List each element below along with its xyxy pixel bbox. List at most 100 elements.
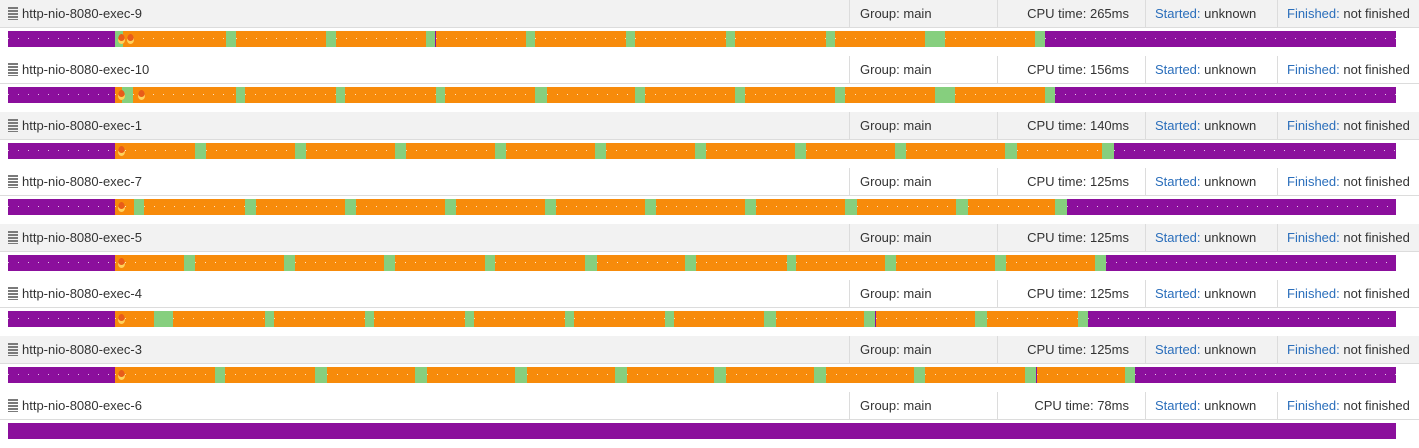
timeline-segment-waiting[interactable]	[1004, 143, 1018, 159]
timeline-segment-running[interactable]	[574, 311, 665, 327]
timeline-segment-sleeping[interactable]	[8, 367, 115, 383]
timeline-segment-sleeping[interactable]	[1067, 199, 1396, 215]
thread-name-cell[interactable]: http-nio-8080-exec-5	[8, 224, 848, 251]
timeline-segment-waiting[interactable]	[956, 199, 969, 215]
timeline-segment-sleeping[interactable]	[8, 255, 115, 271]
timeline-segment-waiting[interactable]	[685, 255, 697, 271]
timeline-segment-waiting[interactable]	[935, 87, 955, 103]
timeline-segment-running[interactable]	[725, 367, 815, 383]
timeline-segment-waiting[interactable]	[664, 311, 675, 327]
timeline-segment-running[interactable]	[596, 255, 686, 271]
timeline-segment-waiting[interactable]	[345, 199, 357, 215]
timeline-segment-running[interactable]	[345, 87, 436, 103]
thread-row[interactable]: http-nio-8080-exec-6 Group: main CPU time:…	[0, 392, 1419, 448]
timeline-segment-waiting[interactable]	[335, 87, 346, 103]
timeline-segment-waiting[interactable]	[314, 367, 328, 383]
timeline-segment-sleeping[interactable]	[8, 87, 115, 103]
timeline-segment-running[interactable]	[1005, 255, 1095, 271]
timeline-segment-running[interactable]	[295, 255, 385, 271]
timeline-segment-waiting[interactable]	[395, 143, 407, 159]
timeline-segment-running[interactable]	[435, 31, 526, 47]
thread-timeline[interactable]	[8, 87, 1397, 103]
timeline-segment-waiting[interactable]	[153, 311, 174, 327]
timeline-segment-waiting[interactable]	[825, 31, 836, 47]
timeline-segment-running[interactable]	[335, 31, 427, 47]
timeline-segment-waiting[interactable]	[625, 31, 636, 47]
timeline-segment-waiting[interactable]	[535, 87, 547, 103]
timeline-segment-waiting[interactable]	[1025, 367, 1037, 383]
timeline-segment-waiting[interactable]	[495, 143, 507, 159]
thread-timeline[interactable]	[8, 423, 1396, 439]
timeline-segment-waiting[interactable]	[835, 87, 845, 103]
thread-name-cell[interactable]: http-nio-8080-exec-9	[8, 0, 848, 27]
timeline-segment-running[interactable]	[495, 255, 586, 271]
started-link[interactable]: Started:	[1155, 118, 1201, 133]
thread-name-cell[interactable]: http-nio-8080-exec-10	[8, 56, 848, 83]
timeline-segment-running[interactable]	[114, 143, 196, 159]
thread-row[interactable]: http-nio-8080-exec-3 Group: main CPU time:…	[0, 336, 1419, 392]
timeline-segment-running[interactable]	[775, 311, 865, 327]
flame-icon[interactable]	[117, 258, 125, 268]
timeline-segment-waiting[interactable]	[514, 367, 528, 383]
flame-icon[interactable]	[117, 34, 125, 44]
timeline-segment-running[interactable]	[114, 255, 185, 271]
timeline-segment-waiting[interactable]	[295, 143, 307, 159]
timeline-segment-waiting[interactable]	[1035, 31, 1045, 47]
timeline-segment-waiting[interactable]	[121, 87, 133, 103]
timeline-segment-running[interactable]	[745, 87, 836, 103]
timeline-segment-waiting[interactable]	[714, 367, 726, 383]
timeline-segment-running[interactable]	[806, 143, 895, 159]
timeline-segment-running[interactable]	[456, 199, 546, 215]
timeline-segment-running[interactable]	[327, 367, 416, 383]
timeline-segment-waiting[interactable]	[894, 143, 907, 159]
timeline-segment-running[interactable]	[245, 87, 336, 103]
timeline-segment-running[interactable]	[306, 143, 396, 159]
timeline-segment-waiting[interactable]	[864, 311, 876, 327]
timeline-segment-waiting[interactable]	[1054, 199, 1068, 215]
timeline-segment-waiting[interactable]	[134, 199, 144, 215]
thread-info-row[interactable]: http-nio-8080-exec-1 Group: main CPU time:…	[0, 112, 1419, 140]
timeline-segment-waiting[interactable]	[464, 311, 475, 327]
thread-info-row[interactable]: http-nio-8080-exec-6 Group: main CPU time:…	[0, 392, 1419, 420]
timeline-segment-running[interactable]	[235, 31, 327, 47]
timeline-segment-running[interactable]	[674, 311, 765, 327]
timeline-segment-running[interactable]	[656, 199, 746, 215]
timeline-segment-waiting[interactable]	[235, 87, 246, 103]
timeline-segment-running[interactable]	[825, 367, 915, 383]
started-link[interactable]: Started:	[1155, 286, 1201, 301]
timeline-segment-running[interactable]	[796, 255, 886, 271]
timeline-segment-running[interactable]	[1036, 367, 1126, 383]
timeline-segment-waiting[interactable]	[325, 31, 336, 47]
thread-row[interactable]: http-nio-8080-exec-10 Group: main CPU time…	[0, 56, 1419, 112]
timeline-segment-running[interactable]	[986, 311, 1079, 327]
thread-row[interactable]: http-nio-8080-exec-7 Group: main CPU time:…	[0, 168, 1419, 224]
timeline-segment-running[interactable]	[635, 31, 726, 47]
thread-name-cell[interactable]: http-nio-8080-exec-7	[8, 168, 848, 195]
timeline-segment-waiting[interactable]	[264, 311, 275, 327]
timeline-segment-waiting[interactable]	[745, 199, 757, 215]
finished-link[interactable]: Finished:	[1287, 174, 1340, 189]
thread-name-cell[interactable]: http-nio-8080-exec-3	[8, 336, 848, 363]
timeline-segment-waiting[interactable]	[214, 367, 225, 383]
timeline-segment-running[interactable]	[535, 31, 626, 47]
flame-icon[interactable]	[117, 370, 125, 380]
timeline-segment-running[interactable]	[206, 143, 296, 159]
finished-link[interactable]: Finished:	[1287, 230, 1340, 245]
timeline-segment-running[interactable]	[374, 311, 465, 327]
timeline-segment-waiting[interactable]	[695, 143, 707, 159]
flame-icon[interactable]	[127, 34, 135, 44]
timeline-segment-waiting[interactable]	[435, 87, 446, 103]
timeline-segment-running[interactable]	[445, 87, 536, 103]
timeline-segment-sleeping[interactable]	[8, 199, 115, 215]
timeline-segment-running[interactable]	[195, 255, 285, 271]
timeline-segment-running[interactable]	[474, 311, 565, 327]
timeline-segment-waiting[interactable]	[635, 87, 646, 103]
timeline-segment-waiting[interactable]	[284, 255, 296, 271]
started-link[interactable]: Started:	[1155, 230, 1201, 245]
thread-timeline[interactable]	[8, 31, 1397, 47]
timeline-segment-running[interactable]	[606, 143, 696, 159]
timeline-segment-running[interactable]	[835, 31, 926, 47]
thread-row[interactable]: http-nio-8080-exec-5 Group: main CPU time:…	[0, 224, 1419, 280]
timeline-segment-waiting[interactable]	[925, 31, 945, 47]
thread-timeline[interactable]	[8, 255, 1397, 271]
